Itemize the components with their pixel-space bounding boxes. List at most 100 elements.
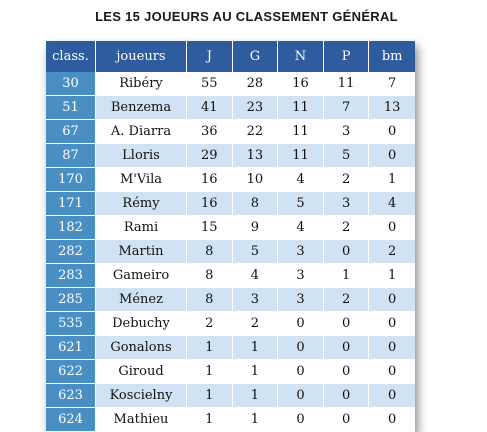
cell-losses: 11 bbox=[323, 72, 370, 96]
cell-matches-played: 1 bbox=[187, 408, 233, 432]
table-row: 624 Mathieu 1 1 0 0 0 bbox=[46, 408, 415, 432]
cell-rank: 285 bbox=[46, 288, 96, 312]
cell-goals: 7 bbox=[369, 72, 415, 96]
page-title: LES 15 JOUEURS AU CLASSEMENT GÉNÉRAL bbox=[95, 9, 398, 24]
cell-draws: 11 bbox=[278, 144, 324, 168]
cell-wins: 10 bbox=[232, 168, 279, 192]
cell-goals: 0 bbox=[369, 408, 415, 432]
table-row: 283 Gameiro 8 4 3 1 1 bbox=[46, 264, 415, 288]
cell-rank: 621 bbox=[46, 336, 96, 360]
cell-player: Benzema bbox=[96, 96, 187, 120]
cell-wins: 22 bbox=[232, 120, 279, 144]
cell-matches-played: 8 bbox=[187, 288, 233, 312]
ranking-table-container: class. joueurs J G N P bm 30 Ribéry 55 28 16… bbox=[46, 41, 415, 432]
cell-wins: 1 bbox=[232, 360, 279, 384]
cell-wins: 1 bbox=[232, 384, 279, 408]
cell-draws: 0 bbox=[278, 384, 324, 408]
cell-losses: 0 bbox=[323, 360, 370, 384]
cell-draws: 5 bbox=[278, 192, 324, 216]
ranking-table: class. joueurs J G N P bm 30 Ribéry 55 28 16… bbox=[46, 41, 415, 432]
cell-draws: 3 bbox=[278, 240, 324, 264]
table-row: 622 Giroud 1 1 0 0 0 bbox=[46, 360, 415, 384]
cell-player: Debuchy bbox=[96, 312, 187, 336]
cell-rank: 622 bbox=[46, 360, 96, 384]
header-matches-played: J bbox=[187, 41, 233, 72]
cell-matches-played: 8 bbox=[187, 240, 233, 264]
table-row: 182 Rami 15 9 4 2 0 bbox=[46, 216, 415, 240]
cell-goals: 0 bbox=[369, 120, 415, 144]
header-rank: class. bbox=[46, 41, 96, 72]
cell-player: Rami bbox=[96, 216, 187, 240]
table-body: 30 Ribéry 55 28 16 11 7 51 Benzema 41 23 11 7 13 67 A. … bbox=[46, 72, 415, 432]
cell-matches-played: 16 bbox=[187, 168, 233, 192]
cell-goals: 0 bbox=[369, 360, 415, 384]
cell-goals: 0 bbox=[369, 336, 415, 360]
cell-losses: 1 bbox=[323, 264, 370, 288]
cell-goals: 0 bbox=[369, 216, 415, 240]
cell-wins: 13 bbox=[232, 144, 279, 168]
cell-wins: 8 bbox=[232, 192, 279, 216]
header-losses: P bbox=[323, 41, 370, 72]
cell-wins: 5 bbox=[232, 240, 279, 264]
cell-player: Ménez bbox=[96, 288, 187, 312]
cell-draws: 11 bbox=[278, 120, 324, 144]
cell-losses: 0 bbox=[323, 408, 370, 432]
cell-wins: 4 bbox=[232, 264, 279, 288]
header-draws: N bbox=[278, 41, 324, 72]
cell-wins: 2 bbox=[232, 312, 279, 336]
cell-losses: 0 bbox=[323, 240, 370, 264]
cell-goals: 0 bbox=[369, 144, 415, 168]
cell-goals: 2 bbox=[369, 240, 415, 264]
cell-goals: 1 bbox=[369, 168, 415, 192]
cell-wins: 1 bbox=[232, 336, 279, 360]
cell-player: Gonalons bbox=[96, 336, 187, 360]
cell-rank: 30 bbox=[46, 72, 96, 96]
cell-rank: 170 bbox=[46, 168, 96, 192]
cell-goals: 4 bbox=[369, 192, 415, 216]
cell-losses: 2 bbox=[323, 288, 370, 312]
cell-draws: 3 bbox=[278, 288, 324, 312]
table-row: 621 Gonalons 1 1 0 0 0 bbox=[46, 336, 415, 360]
cell-player: Koscielny bbox=[96, 384, 187, 408]
header-row: class. joueurs J G N P bm bbox=[46, 41, 415, 72]
cell-wins: 28 bbox=[232, 72, 279, 96]
cell-rank: 182 bbox=[46, 216, 96, 240]
cell-rank: 51 bbox=[46, 96, 96, 120]
cell-matches-played: 16 bbox=[187, 192, 233, 216]
table-row: 170 M'Vila 16 10 4 2 1 bbox=[46, 168, 415, 192]
cell-draws: 3 bbox=[278, 264, 324, 288]
cell-rank: 282 bbox=[46, 240, 96, 264]
cell-losses: 7 bbox=[323, 96, 370, 120]
cell-draws: 16 bbox=[278, 72, 324, 96]
cell-losses: 0 bbox=[323, 384, 370, 408]
cell-rank: 624 bbox=[46, 408, 96, 432]
cell-losses: 3 bbox=[323, 192, 370, 216]
cell-player: Martin bbox=[96, 240, 187, 264]
table-row: 51 Benzema 41 23 11 7 13 bbox=[46, 96, 415, 120]
cell-matches-played: 15 bbox=[187, 216, 233, 240]
cell-matches-played: 1 bbox=[187, 360, 233, 384]
cell-goals: 0 bbox=[369, 384, 415, 408]
cell-matches-played: 36 bbox=[187, 120, 233, 144]
cell-draws: 0 bbox=[278, 360, 324, 384]
cell-player: Mathieu bbox=[96, 408, 187, 432]
cell-matches-played: 2 bbox=[187, 312, 233, 336]
cell-player: A. Diarra bbox=[96, 120, 187, 144]
table-row: 535 Debuchy 2 2 0 0 0 bbox=[46, 312, 415, 336]
cell-goals: 1 bbox=[369, 264, 415, 288]
cell-draws: 0 bbox=[278, 336, 324, 360]
cell-rank: 171 bbox=[46, 192, 96, 216]
cell-losses: 5 bbox=[323, 144, 370, 168]
cell-draws: 4 bbox=[278, 216, 324, 240]
cell-matches-played: 55 bbox=[187, 72, 233, 96]
cell-goals: 13 bbox=[369, 96, 415, 120]
cell-wins: 1 bbox=[232, 408, 279, 432]
table-row: 67 A. Diarra 36 22 11 3 0 bbox=[46, 120, 415, 144]
cell-matches-played: 29 bbox=[187, 144, 233, 168]
cell-player: Gameiro bbox=[96, 264, 187, 288]
table-row: 87 Lloris 29 13 11 5 0 bbox=[46, 144, 415, 168]
cell-matches-played: 41 bbox=[187, 96, 233, 120]
cell-rank: 283 bbox=[46, 264, 96, 288]
cell-player: Giroud bbox=[96, 360, 187, 384]
cell-rank: 87 bbox=[46, 144, 96, 168]
